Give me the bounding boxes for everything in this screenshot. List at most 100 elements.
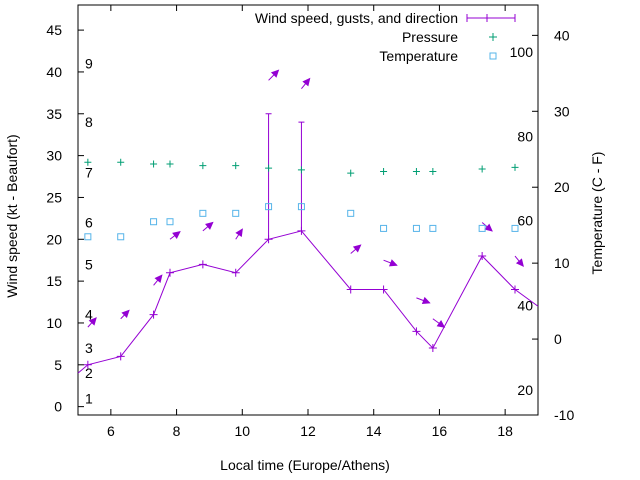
fahrenheit-label: 40: [517, 298, 533, 314]
wind-speed-point: [231, 268, 240, 277]
y2-axis-label: Temperature (C - F): [589, 152, 605, 275]
legend-temperature-label: Temperature: [379, 48, 458, 64]
fahrenheit-label: 60: [517, 213, 533, 229]
legend-wind-label: Wind speed, gusts, and direction: [255, 10, 458, 26]
beaufort-label: 4: [85, 307, 93, 323]
beaufort-label: 2: [85, 365, 93, 381]
y-tick-label: 0: [54, 399, 62, 415]
series-layer: [77, 69, 539, 374]
wind-speed-point: [379, 285, 388, 294]
y-tick-label: 40: [46, 64, 62, 80]
x-tick-label: 14: [366, 423, 382, 439]
gust-bar: [298, 121, 305, 231]
wind-speed-point: [346, 285, 355, 294]
wind-arrow-head: [88, 317, 97, 326]
x-tick-label: 8: [173, 423, 181, 439]
gust-bar: [265, 113, 272, 240]
pressure-point: [150, 160, 158, 168]
temperature-point: [429, 224, 437, 232]
wind-arrow-head: [421, 296, 431, 305]
plot-border: [77, 4, 539, 416]
fahrenheit-label: 100: [510, 44, 534, 60]
legend-wind-marker: [466, 14, 516, 22]
pressure-point: [478, 165, 486, 173]
temperature-point: [478, 224, 486, 232]
temperature-point: [380, 224, 388, 232]
temperature-point: [511, 224, 519, 232]
temperature-point: [117, 233, 125, 241]
wind-speed-point: [412, 327, 421, 336]
y2-tick-label: 40: [554, 27, 570, 43]
y-tick-label: 15: [46, 273, 62, 289]
x-tick-label: 6: [107, 423, 115, 439]
beaufort-label: 7: [85, 164, 93, 180]
temperature-point: [412, 224, 420, 232]
x-tick-label: 12: [300, 423, 316, 439]
wind-arrow-head: [515, 258, 524, 267]
wind-arrow-head: [121, 309, 130, 318]
pressure-point: [380, 168, 388, 176]
wind-arrow-head: [352, 244, 362, 253]
pressure-point: [511, 163, 519, 171]
y-tick-label: 10: [46, 315, 62, 331]
beaufort-label: 6: [85, 215, 93, 231]
beaufort-label: 9: [85, 56, 93, 72]
wind-arrow-head: [484, 223, 493, 232]
beaufort-label: 8: [85, 114, 93, 130]
temperature-point: [150, 218, 158, 226]
y-tick-label: 5: [54, 357, 62, 373]
wind-speed-point: [149, 310, 158, 319]
temperature-point: [199, 209, 207, 217]
y2-tick-label: 10: [554, 255, 570, 271]
pressure-point: [199, 162, 207, 170]
y-axis-label: Wind speed (kt - Beaufort): [4, 134, 20, 297]
wind-speed-point: [511, 285, 519, 294]
wind-speed-point: [83, 360, 92, 369]
wind-arrow-head: [302, 77, 311, 87]
wind-arrow-head: [270, 69, 280, 78]
wind-speed-point: [478, 252, 487, 261]
wind-arrow-head: [235, 228, 243, 238]
pressure-point: [84, 158, 92, 166]
wind-speed-point: [198, 260, 207, 269]
y-tick-label: 25: [46, 189, 62, 205]
legend: Wind speed, gusts, and direction Pressure…: [255, 10, 516, 64]
y2-tick-label: 20: [554, 179, 570, 195]
temperature-point: [166, 218, 174, 226]
wind-arrow-head: [154, 274, 163, 283]
y-tick-label: 30: [46, 148, 62, 164]
pressure-point: [232, 162, 240, 170]
y-tick-label: 20: [46, 231, 62, 247]
pressure-point: [429, 168, 437, 176]
fahrenheit-label: 20: [517, 382, 533, 398]
wind-speed-line: [77, 230, 539, 374]
x-tick-label: 16: [432, 423, 448, 439]
x-tick-label: 10: [234, 423, 250, 439]
fahrenheit-label: 80: [517, 128, 533, 144]
legend-pressure-marker: [489, 33, 497, 41]
pressure-point: [297, 166, 305, 174]
wind-arrow-head: [205, 221, 214, 230]
y-tick-label: 45: [46, 22, 62, 38]
temperature-point: [84, 233, 92, 241]
pressure-point: [347, 169, 355, 177]
wind-speed-point: [428, 344, 437, 353]
y-tick-label: 35: [46, 106, 62, 122]
temperature-point: [297, 203, 305, 211]
x-axis-label: Local time (Europe/Athens): [220, 457, 390, 473]
x-tick-label: 18: [497, 423, 513, 439]
y2-tick-label: 0: [554, 331, 562, 347]
axis-ticks: 6 8 10 12 14 16 18051015202530354045-100102030…: [46, 5, 574, 439]
wind-arrow-head: [388, 259, 398, 267]
temperature-point: [265, 203, 273, 211]
y2-tick-label: -10: [554, 407, 574, 423]
plot-frame: [77, 4, 539, 416]
pressure-point: [117, 158, 125, 166]
temperature-point: [347, 209, 355, 217]
pressure-point: [265, 164, 273, 172]
wind-arrow-head: [172, 231, 181, 239]
axis-labels: Local time (Europe/Athens) Wind speed (k…: [4, 134, 605, 473]
beaufort-label: 5: [85, 256, 93, 272]
pressure-point: [412, 168, 420, 176]
